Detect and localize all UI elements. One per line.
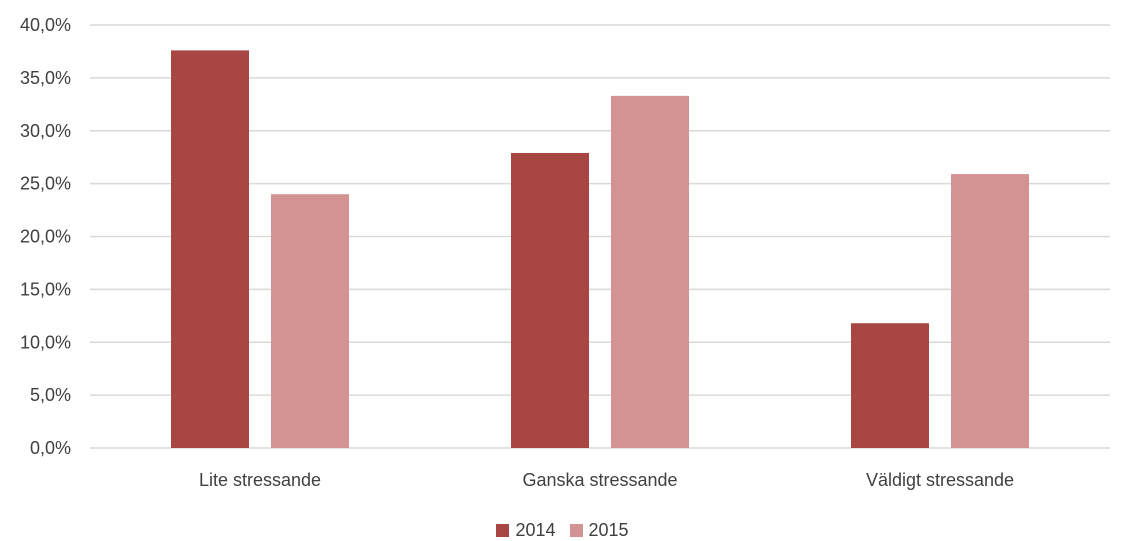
legend-swatch-2015: [569, 524, 583, 537]
bar-2015: [951, 174, 1029, 449]
bar-2014: [511, 152, 589, 448]
category-label: Väldigt stressande: [866, 470, 1014, 490]
legend-swatch-2014: [496, 524, 510, 537]
bar-2015: [271, 194, 349, 448]
category-label: Lite stressande: [199, 470, 321, 490]
bar-2015: [611, 95, 689, 448]
y-tick-label: 40,0%: [20, 15, 71, 35]
legend-label-2015: 2015: [588, 520, 629, 540]
legend-item-2014: 2014: [496, 520, 556, 541]
y-axis-ticks: 0,0% 5,0% 10,0% 15,0% 20,0% 25,0% 30,0% 35,0% 40…: [20, 15, 71, 458]
bars: [171, 50, 1029, 449]
y-tick-label: 5,0%: [30, 385, 71, 405]
y-tick-label: 30,0%: [20, 121, 71, 141]
category-labels: Lite stressande Ganska stressande Väldigt …: [199, 470, 1014, 490]
category-label: Ganska stressande: [522, 470, 677, 490]
y-tick-label: 25,0%: [20, 174, 71, 194]
y-tick-label: 15,0%: [20, 279, 71, 299]
y-tick-label: 10,0%: [20, 332, 71, 352]
legend-label-2014: 2014: [515, 520, 556, 540]
legend-item-2015: 2015: [569, 520, 629, 541]
y-tick-label: 20,0%: [20, 227, 71, 247]
bar-2014: [851, 323, 929, 448]
gridlines: [90, 24, 1110, 449]
legend: 2014 2015: [0, 520, 1125, 541]
bar-2014: [171, 50, 249, 448]
y-tick-label: 0,0%: [30, 438, 71, 458]
y-tick-label: 35,0%: [20, 68, 71, 88]
